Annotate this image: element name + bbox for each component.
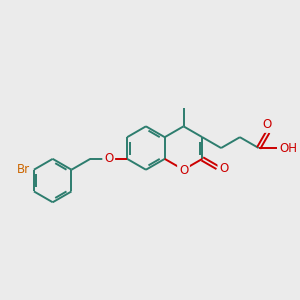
Text: Br: Br [17, 163, 30, 176]
Text: OH: OH [279, 142, 297, 154]
Text: O: O [219, 162, 229, 175]
Text: O: O [104, 152, 113, 165]
Text: O: O [179, 164, 188, 177]
Text: O: O [262, 118, 272, 131]
